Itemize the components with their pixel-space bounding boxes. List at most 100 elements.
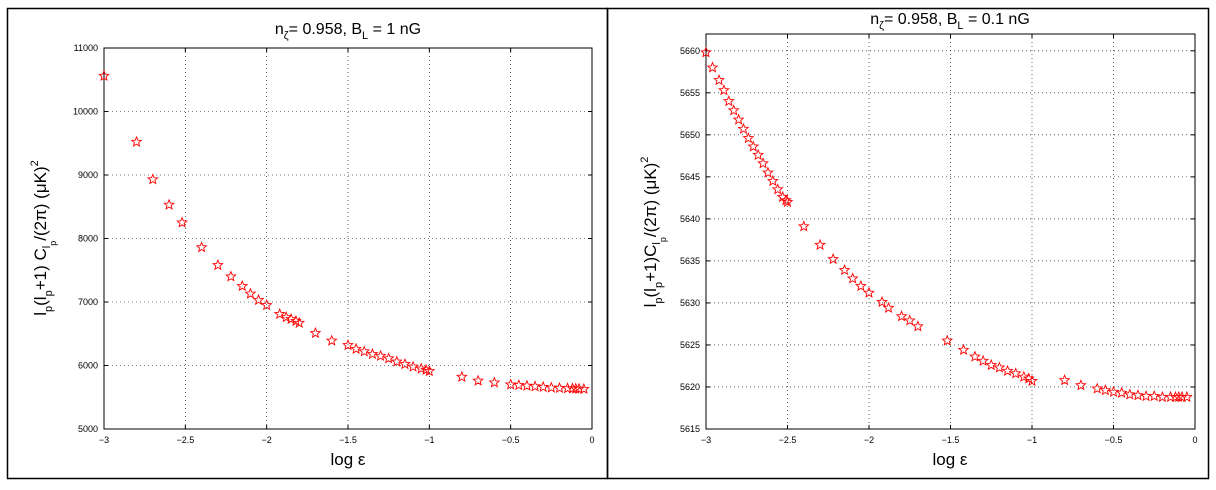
data-point-star <box>1009 367 1022 379</box>
data-point-star <box>260 298 273 311</box>
y-tick-label: 11000 <box>74 43 98 53</box>
y-tick-label: 5000 <box>78 424 98 434</box>
data-point-star <box>706 61 719 73</box>
data-point-star <box>529 380 541 392</box>
data-point-star <box>718 84 730 96</box>
ticks-left: −3 −2.5 −2 −1.5 −1 −0.5 0 5000 6000 7000 8000 9000 1… <box>73 43 595 445</box>
data-point-star <box>1026 374 1038 387</box>
x-tick-label: −0.5 <box>1105 435 1123 445</box>
x-tick-label: −2.5 <box>779 435 797 445</box>
data-point-star <box>757 157 769 169</box>
data-point-star <box>797 220 810 232</box>
y-tick-label: 5625 <box>680 340 700 350</box>
grid-left <box>104 48 592 429</box>
data-point-star <box>130 135 143 148</box>
data-point-star <box>742 131 755 144</box>
data-point-star <box>163 198 175 210</box>
data-point-star <box>737 122 750 134</box>
data-point-star <box>358 345 371 357</box>
y-tick-label: 5630 <box>680 298 700 308</box>
data-point-star <box>521 379 533 391</box>
data-point-star <box>309 326 322 339</box>
y-tick-label: 5640 <box>680 214 700 224</box>
data-point-star <box>766 174 779 187</box>
data-point-star <box>713 74 725 86</box>
data-point-star <box>854 279 867 292</box>
data-point-star <box>985 358 998 371</box>
data-point-star <box>814 238 827 250</box>
y-tick-label: 5655 <box>680 88 700 98</box>
data-point-star <box>762 166 774 178</box>
data-point-star <box>1156 390 1169 403</box>
data-point-star <box>1123 388 1136 400</box>
data-point-star <box>846 272 859 284</box>
x-tick-label: −1.5 <box>339 435 357 445</box>
data-point-star <box>176 216 188 228</box>
data-point-star <box>537 380 550 393</box>
data-point-star <box>423 365 436 377</box>
x-tick-label: −1.5 <box>942 435 960 445</box>
data-point-star <box>399 358 411 370</box>
data-point-star <box>325 334 338 346</box>
data-point-star <box>561 382 574 394</box>
data-point-star <box>293 316 306 328</box>
data-point-star <box>993 361 1006 373</box>
panel-frame-left <box>6 7 609 480</box>
data-point-star <box>146 173 159 185</box>
data-point-star <box>236 279 249 292</box>
x-tick-label: −0.5 <box>502 435 520 445</box>
data-point-star <box>752 148 765 161</box>
data-point-star <box>285 312 297 325</box>
data-point-star <box>382 352 395 364</box>
data-point-star <box>252 293 265 306</box>
y-tick-label: 9000 <box>78 170 98 180</box>
markers-right <box>700 46 1193 403</box>
data-point-star <box>732 113 745 125</box>
data-point-star <box>545 381 558 393</box>
data-point-star <box>390 355 403 367</box>
plot-area-right <box>705 33 1196 430</box>
data-point-star <box>747 140 760 152</box>
chart-title-right: nζ= 0.958, BL = 0.1 nG <box>870 11 1030 32</box>
x-tick-label: −2.5 <box>176 435 194 445</box>
data-point-star <box>342 338 354 351</box>
data-point-star <box>700 46 712 58</box>
x-axis-label-left: log ε <box>331 450 366 469</box>
data-point-star <box>957 343 970 356</box>
data-point-star <box>420 363 432 375</box>
y-tick-label: 5635 <box>680 256 700 266</box>
data-point-star <box>722 95 735 107</box>
y-tick-label: 5615 <box>680 424 700 434</box>
data-point-star <box>969 350 981 362</box>
y-axis-label-left: lp(lp+1) Clp/(2π) (μK)2 <box>29 160 58 316</box>
data-point-star <box>1140 390 1153 402</box>
data-point-star <box>553 381 566 394</box>
y-tick-label: 6000 <box>78 361 98 371</box>
y-axis-label-right: lp(lp+1)Clp/(2π) (μK)2 <box>639 157 668 308</box>
x-axis-label-right: log ε <box>933 450 968 469</box>
data-point-star <box>941 334 954 346</box>
data-point-star <box>407 360 419 372</box>
data-point-star <box>781 195 794 208</box>
y-tick-label: 7000 <box>78 297 98 307</box>
data-point-star <box>977 354 990 366</box>
data-point-star <box>195 241 208 253</box>
x-tick-label: 0 <box>589 435 594 445</box>
data-point-star <box>838 263 851 276</box>
data-point-star <box>1132 389 1144 401</box>
ticks-right: −3 −2.5 −2 −1.5 −1 −0.5 0 5615 5620 5625 5630 5635 5… <box>680 34 1198 445</box>
data-point-star <box>1148 390 1161 402</box>
data-point-star <box>1107 385 1120 398</box>
x-tick-label: −3 <box>701 435 711 445</box>
data-point-star <box>1017 370 1030 382</box>
data-point-star <box>455 370 468 382</box>
x-tick-label: −3 <box>99 435 109 445</box>
data-point-star <box>366 347 379 360</box>
data-point-star <box>472 374 485 386</box>
data-point-star <box>1091 382 1104 394</box>
data-point-star <box>504 378 517 390</box>
x-tick-label: −1 <box>424 435 434 445</box>
data-point-star <box>1058 374 1071 386</box>
